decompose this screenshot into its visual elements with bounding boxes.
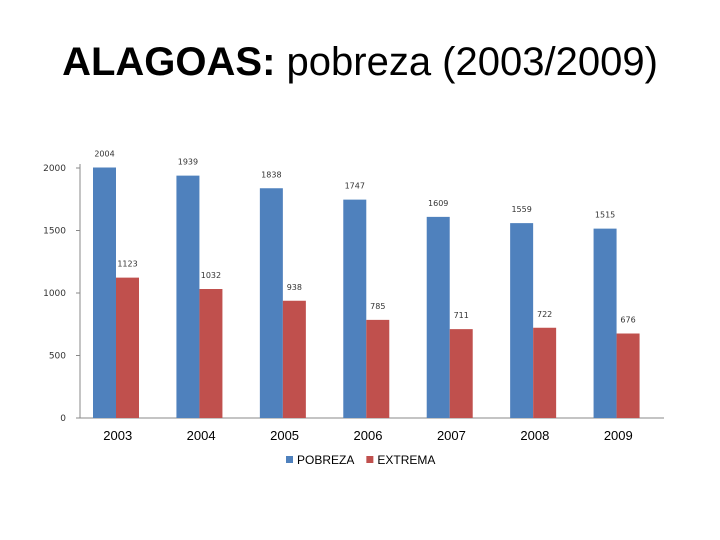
data-label-extrema-2009: 676	[620, 316, 635, 325]
bar-extrema-2004	[199, 289, 223, 418]
bar-extrema-2003	[116, 277, 139, 418]
y-tick-label: 0	[60, 414, 66, 424]
data-label-extrema-2005: 938	[287, 283, 302, 292]
x-tick-label-2006: 2006	[354, 428, 383, 443]
title-bold: ALAGOAS:	[62, 40, 276, 84]
bar-pobreza-2005	[259, 188, 283, 418]
bar-extrema-2008	[533, 327, 557, 418]
data-label-pobreza-2005: 1838	[261, 170, 281, 179]
legend-label-extrema: EXTREMA	[377, 453, 435, 467]
y-tick-label: 500	[49, 352, 66, 362]
legend-label-pobreza: POBREZA	[297, 453, 354, 467]
data-label-pobreza-2004: 1939	[178, 158, 198, 167]
bar-pobreza-2006	[343, 199, 367, 418]
bar-pobreza-2007	[426, 216, 450, 418]
bar-extrema-2005	[282, 300, 306, 418]
data-label-pobreza-2006: 1747	[345, 182, 365, 191]
data-label-extrema-2006: 785	[370, 302, 385, 311]
data-label-extrema-2003: 1123	[117, 260, 137, 269]
data-label-pobreza-2007: 1609	[428, 199, 448, 208]
x-tick-label-2003: 2003	[103, 428, 132, 443]
data-label-pobreza-2009: 1515	[595, 211, 615, 220]
bar-extrema-2006	[366, 319, 390, 418]
y-tick-label: 1000	[43, 289, 66, 299]
data-label-extrema-2007: 711	[454, 311, 469, 320]
x-tick-label-2008: 2008	[520, 428, 549, 443]
bar-extrema-2007	[449, 329, 473, 418]
bar-pobreza-2003	[93, 167, 116, 418]
x-tick-label-2007: 2007	[437, 428, 466, 443]
bar-extrema-2009	[616, 333, 640, 418]
page-title: ALAGOAS: pobreza (2003/2009)	[0, 40, 720, 85]
bar-pobreza-2008	[510, 223, 534, 418]
data-label-pobreza-2003: 2004	[94, 150, 114, 159]
y-tick-label: 2000	[43, 164, 66, 174]
y-tick-label: 1500	[43, 227, 66, 237]
x-tick-label-2004: 2004	[187, 428, 216, 443]
data-label-extrema-2004: 1032	[201, 271, 221, 280]
bar-pobreza-2004	[176, 175, 200, 418]
data-label-pobreza-2008: 1559	[511, 205, 531, 214]
bar-pobreza-2009	[593, 228, 617, 418]
legend-swatch-extrema	[366, 456, 374, 463]
x-tick-label-2009: 2009	[604, 428, 633, 443]
legend-swatch-pobreza	[286, 456, 293, 463]
x-tick-label-2005: 2005	[270, 428, 299, 443]
data-label-extrema-2008: 722	[537, 310, 552, 319]
title-rest: pobreza (2003/2009)	[275, 40, 658, 84]
